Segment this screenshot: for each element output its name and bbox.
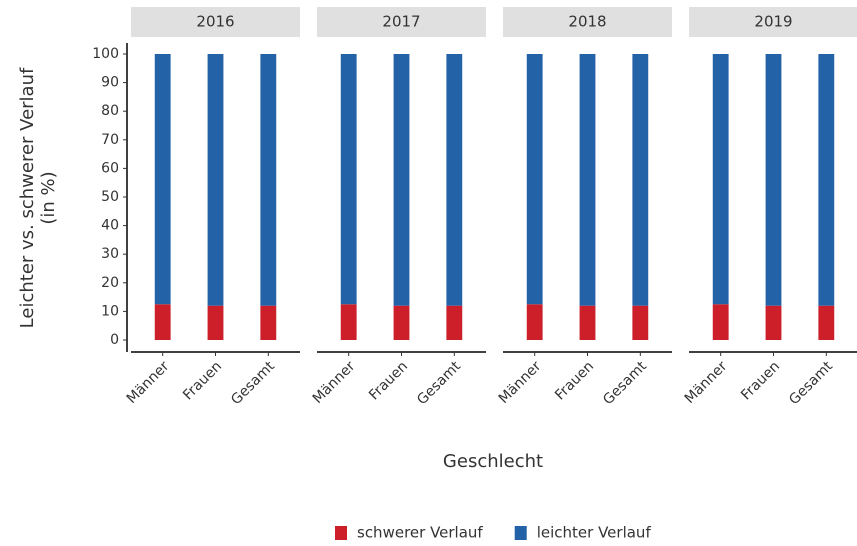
bar-segment bbox=[154, 54, 171, 305]
legend-label: schwerer Verlauf bbox=[357, 524, 483, 542]
x-tick-label: Frauen bbox=[366, 358, 411, 403]
bar-segment bbox=[340, 54, 357, 305]
y-tick-label: 0 bbox=[110, 332, 119, 348]
bar-segment bbox=[526, 54, 543, 305]
bar-segment bbox=[154, 304, 171, 340]
x-tick-label: Gesamt bbox=[600, 358, 650, 408]
facet-label: 2016 bbox=[196, 13, 234, 31]
facet-label: 2019 bbox=[754, 13, 792, 31]
x-tick-label: Männer bbox=[310, 358, 359, 407]
y-tick-label: 10 bbox=[101, 303, 119, 319]
x-tick-label: Gesamt bbox=[414, 358, 464, 408]
bar-segment bbox=[632, 305, 649, 340]
bar-segment bbox=[260, 54, 277, 306]
bar-segment bbox=[579, 54, 596, 306]
bar-segment bbox=[446, 305, 463, 340]
x-tick-label: Männer bbox=[496, 358, 545, 407]
x-tick-label: Männer bbox=[682, 358, 731, 407]
bar-segment bbox=[818, 305, 835, 340]
y-tick-label: 80 bbox=[101, 103, 119, 119]
x-axis-title: Geschlecht bbox=[443, 451, 543, 472]
legend-label: leichter Verlauf bbox=[537, 524, 652, 542]
bar-segment bbox=[207, 54, 224, 306]
bar-segment bbox=[207, 305, 224, 340]
y-tick-label: 100 bbox=[92, 46, 119, 62]
x-tick-label: Gesamt bbox=[228, 358, 278, 408]
y-tick-label: 20 bbox=[101, 275, 119, 291]
bar-segment bbox=[712, 54, 729, 305]
y-tick-label: 90 bbox=[101, 75, 119, 91]
x-tick-label: Frauen bbox=[738, 358, 783, 403]
x-tick-label: Männer bbox=[124, 358, 173, 407]
y-axis-title: (in %) bbox=[38, 171, 59, 224]
y-tick-label: 60 bbox=[101, 160, 119, 176]
facet-strip bbox=[131, 7, 300, 37]
bar-segment bbox=[712, 304, 729, 340]
bar-segment bbox=[632, 54, 649, 306]
y-tick-label: 30 bbox=[101, 246, 119, 262]
facet-strip bbox=[317, 7, 486, 37]
y-tick-label: 50 bbox=[101, 189, 119, 205]
bar-segment bbox=[393, 305, 410, 340]
bar-segment bbox=[526, 304, 543, 340]
bar-segment bbox=[765, 305, 782, 340]
x-tick-label: Frauen bbox=[552, 358, 597, 403]
legend-swatch bbox=[335, 526, 347, 540]
bar-segment bbox=[446, 54, 463, 306]
legend-swatch bbox=[514, 526, 527, 540]
bar-segment bbox=[818, 54, 835, 306]
bar-segment bbox=[765, 54, 782, 306]
bar-segment bbox=[340, 304, 357, 340]
facet-strip bbox=[503, 7, 672, 37]
facet-label: 2017 bbox=[382, 13, 420, 31]
facet-label: 2018 bbox=[568, 13, 606, 31]
facet-strip bbox=[689, 7, 857, 37]
x-tick-label: Frauen bbox=[180, 358, 225, 403]
y-tick-label: 40 bbox=[101, 218, 119, 234]
bar-segment bbox=[393, 54, 410, 306]
bar-segment bbox=[260, 305, 277, 340]
y-tick-label: 70 bbox=[101, 132, 119, 148]
x-tick-label: Gesamt bbox=[786, 358, 836, 408]
y-axis-title: Leichter vs. schwerer Verlauf bbox=[17, 67, 38, 328]
bar-segment bbox=[579, 305, 596, 340]
